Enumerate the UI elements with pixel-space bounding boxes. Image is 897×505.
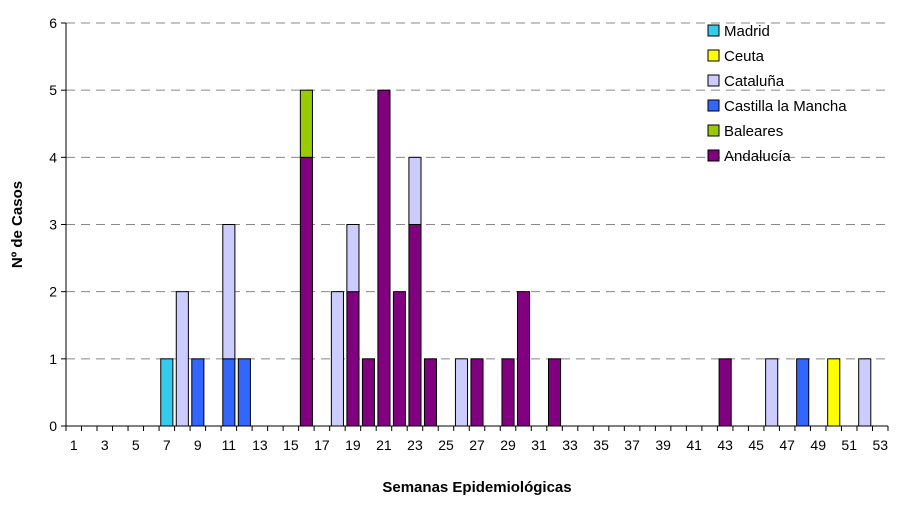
y-tick-label: 3 [49,217,57,233]
bars [160,89,872,427]
x-tick-label: 11 [222,437,237,453]
x-tick-label: 29 [500,437,516,453]
x-axis-title: Semanas Epidemiológicas [382,479,571,496]
bar-segment-andalucía-week-43 [718,358,732,427]
legend-swatch [707,99,720,112]
x-tick-label: 23 [407,437,423,453]
bar-segment-cataluña-week-18 [330,291,344,427]
x-tick-label: 33 [562,437,578,453]
bar-segment-cataluña-week-19 [346,224,360,293]
bar-segment-cataluña-week-8 [175,291,189,427]
y-tick-label: 5 [49,82,57,98]
x-tick-label: 49 [810,437,826,453]
x-tick-label: 39 [655,437,671,453]
bar-segment-andalucía-week-22 [392,291,407,427]
bar-segment-castilla-la-mancha-week-12 [237,358,251,427]
y-tick-label: 6 [49,15,57,31]
bar-segment-madrid-week-7 [160,358,174,427]
x-tick-label: 21 [376,437,392,453]
legend-swatch [707,74,720,87]
y-tick-label: 2 [49,284,57,300]
legend-swatch [707,124,720,137]
x-tick-label: 1 [70,437,78,453]
x-tick-label: 53 [872,437,888,453]
bar-segment-andalucía-week-27 [470,358,484,427]
bar-segment-andalucía-week-16 [299,156,313,427]
x-tick-label: 17 [314,437,330,453]
x-tick-label: 43 [717,437,733,453]
legend-label: Ceuta [724,48,765,65]
x-tick-label: 7 [163,437,171,453]
bar-segment-andalucía-week-32 [547,358,562,427]
x-tick-label: 51 [841,437,857,453]
x-tick-label: 5 [132,437,140,453]
bar-segment-cataluña-week-26 [454,358,469,427]
bar-segment-cataluña-week-11 [222,224,236,360]
legend-label: Andalucía [724,148,791,165]
bar-segment-baleares-week-16 [299,89,313,158]
bar-segment-andalucía-week-21 [377,89,391,427]
legend-label: Madrid [724,23,770,40]
y-axis-title: Nº de Casos [9,181,26,268]
legend-swatch [707,24,720,37]
bar-segment-andalucía-week-29 [501,358,515,427]
x-tick-label: 3 [101,437,109,453]
x-tick-label: 15 [283,437,299,453]
bar-segment-cataluña-week-52 [858,358,872,427]
y-tick-label: 4 [49,149,57,165]
x-tick-label: 35 [593,437,609,453]
bar-segment-andalucía-week-24 [423,358,438,427]
x-tick-label: 9 [194,437,202,453]
x-tick-label: 41 [686,437,702,453]
legend-swatch [707,49,720,62]
legend-label: Castilla la Mancha [724,98,847,115]
bar-segment-cataluña-week-46 [765,358,779,427]
y-tick-label: 1 [49,351,57,367]
bar-segment-castilla-la-mancha-week-11 [222,358,236,427]
x-tick-label: 25 [438,437,454,453]
legend-swatch [707,149,720,162]
bar-segment-andalucía-week-23 [408,224,422,427]
legend-label: Baleares [724,123,783,140]
x-tick-label: 37 [624,437,640,453]
x-tick-label: 13 [252,437,268,453]
bar-segment-andalucía-week-30 [516,291,531,427]
legend: Madrid Ceuta Cataluña Castilla la Mancha Bal… [707,23,847,165]
y-tick-label: 0 [49,418,57,434]
bar-segment-castilla-la-mancha-week-48 [796,358,810,427]
bar-segment-castilla-la-mancha-week-9 [191,358,205,427]
bar-segment-andalucía-week-19 [346,291,360,427]
x-tick-label: 47 [779,437,795,453]
bar-segment-cataluña-week-23 [408,156,422,225]
x-tick-label: 19 [345,437,361,453]
bar-segment-ceuta-week-50 [827,358,841,427]
bar-segment-andalucía-week-20 [361,358,375,427]
x-tick-label: 27 [469,437,485,453]
x-tick-label: 45 [748,437,764,453]
legend-label: Cataluña [724,73,785,90]
x-tick-label: 31 [531,437,547,453]
